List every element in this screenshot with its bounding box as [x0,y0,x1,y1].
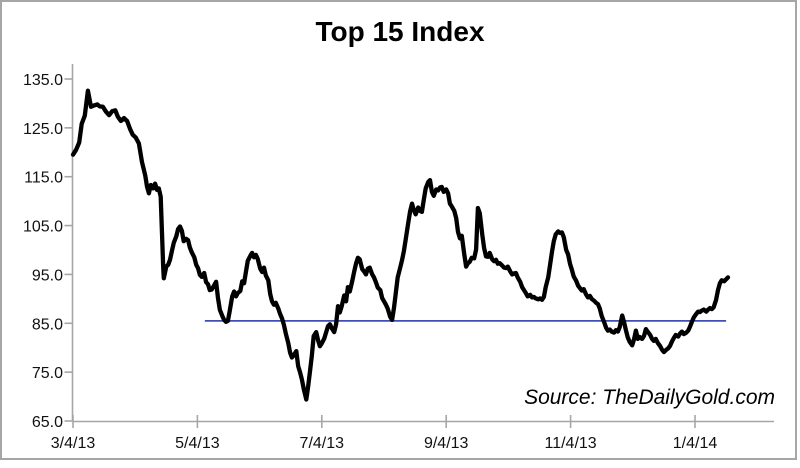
x-tick-label: 7/4/13 [300,435,345,452]
y-tick-label: 95.0 [32,267,63,284]
y-tick-label: 135.0 [23,72,63,89]
x-tick-label: 3/4/13 [51,435,96,452]
y-tick-label: 115.0 [24,170,63,187]
y-tick-label: 75.0 [32,365,63,382]
y-tick-label: 85.0 [32,316,63,333]
x-tick-label: 9/4/13 [424,435,469,452]
x-tick-label: 11/4/13 [544,435,596,452]
x-tick-label: 5/4/13 [175,435,220,452]
chart-frame [0,0,797,460]
source-attribution: Source: TheDailyGold.com [524,386,775,409]
price-line-series [70,88,731,402]
x-tick-label: 1/4/14 [673,435,718,452]
y-tick-label: 125.0 [23,121,63,138]
chart-title: Top 15 Index [315,16,485,47]
y-tick-label: 105.0 [23,219,63,236]
y-tick-label: 65.0 [32,414,63,431]
